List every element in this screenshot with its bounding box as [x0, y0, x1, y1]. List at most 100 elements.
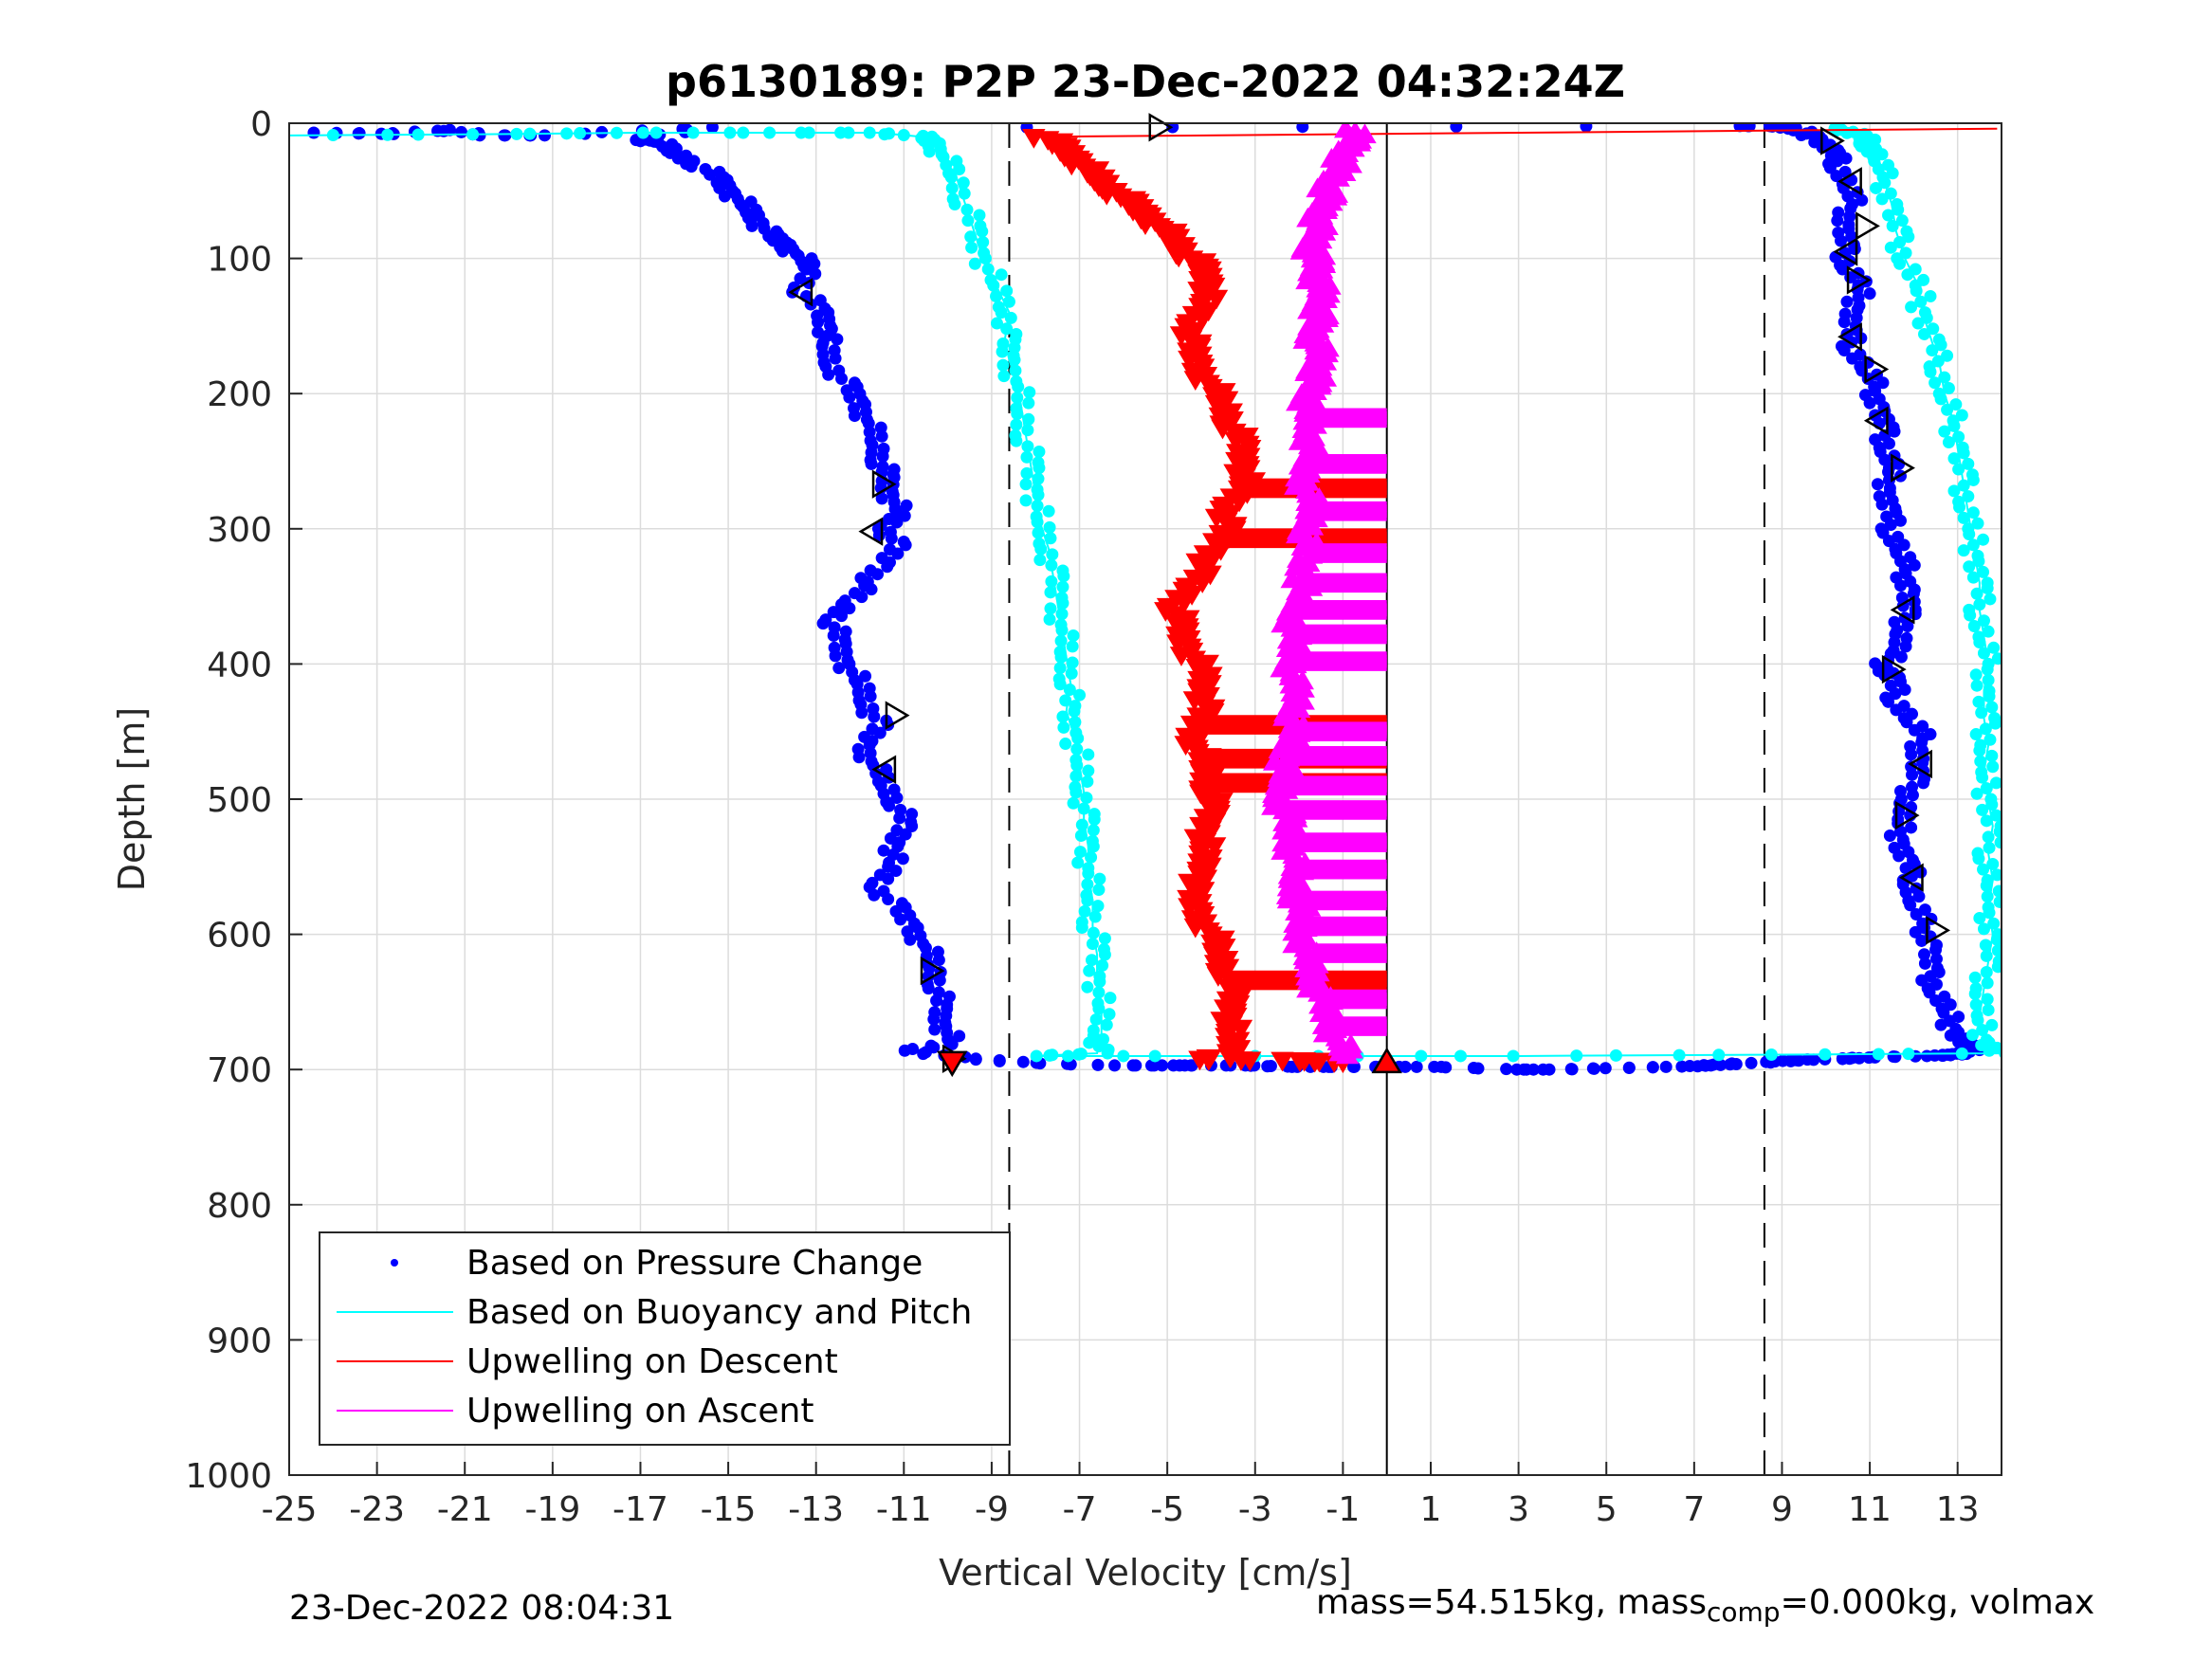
data-point: [1104, 992, 1117, 1005]
x-tick-label: -15: [701, 1490, 757, 1529]
data-point: [945, 181, 959, 194]
hollow-triangle-marker: [788, 278, 814, 307]
data-point: [1789, 1053, 1802, 1066]
data-point: [944, 171, 958, 184]
data-point: [1990, 868, 2002, 882]
data-point: [1564, 1063, 1578, 1076]
data-point: [1067, 629, 1080, 642]
x-tick-label: -25: [262, 1490, 318, 1529]
data-point: [889, 865, 903, 878]
data-point: [1010, 434, 1023, 447]
data-point: [1088, 812, 1101, 826]
data-point: [1066, 640, 1079, 653]
data-point: [1282, 933, 1306, 954]
data-point: [1971, 549, 1984, 562]
data-point: [865, 457, 878, 470]
data-point: [852, 751, 866, 764]
data-point: [843, 391, 856, 404]
data-point: [1891, 198, 1904, 211]
data-point: [1055, 624, 1069, 637]
data-point: [1055, 608, 1069, 621]
data-point: [1897, 700, 1910, 713]
data-point: [898, 1044, 911, 1057]
data-point: [1683, 1059, 1696, 1072]
data-point: [933, 974, 946, 987]
data-point: [1167, 1059, 1180, 1072]
data-point: [1032, 526, 1045, 539]
data-point: [1063, 683, 1076, 696]
x-tick-label: 3: [1508, 1490, 1529, 1529]
highlight-marker: [1371, 1047, 1402, 1074]
mass-prefix: mass=54.515kg, mass: [1316, 1583, 1707, 1622]
data-point: [1009, 364, 1022, 377]
data-point: [957, 176, 970, 190]
data-point: [855, 706, 868, 720]
data-point: [1977, 614, 1990, 628]
data-point: [1043, 1048, 1056, 1062]
data-point: [1020, 450, 1033, 464]
data-point: [1938, 990, 1951, 1003]
data-point: [1086, 954, 1099, 967]
data-point: [816, 617, 830, 630]
x-tick-label: -9: [975, 1490, 1009, 1529]
data-point: [996, 358, 1010, 372]
data-point: [1707, 1058, 1720, 1071]
series-3: [1261, 123, 1387, 1065]
data-point: [855, 591, 868, 604]
data-point: [1917, 948, 1930, 961]
data-point: [560, 127, 574, 140]
data-point: [1941, 349, 1954, 362]
data-point: [1942, 381, 1955, 394]
hollow-triangle-marker: [1856, 211, 1880, 241]
data-point: [1884, 187, 1897, 200]
data-point: [1069, 770, 1083, 783]
data-point: [1918, 903, 1931, 917]
data-point: [1092, 1002, 1106, 1015]
data-point: [1875, 192, 1889, 206]
data-point: [1000, 322, 1014, 336]
footer-mass: mass=54.515kg, masscomp=0.000kg, volmax: [1316, 1583, 2094, 1628]
data-point: [1087, 824, 1100, 837]
data-point: [1882, 158, 1895, 172]
data-point: [1947, 414, 1960, 428]
data-point: [1888, 615, 1901, 629]
data-point: [1020, 466, 1033, 480]
data-point: [1092, 986, 1106, 999]
data-point: [829, 352, 842, 365]
y-tick-label: 800: [207, 1187, 272, 1226]
data-point: [1944, 998, 1957, 1012]
data-point: [1801, 1053, 1814, 1066]
data-point: [1900, 631, 1913, 645]
data-point: [1924, 728, 1937, 741]
data-point: [1987, 641, 2001, 654]
data-point: [1500, 1063, 1513, 1076]
data-point: [1082, 764, 1095, 777]
data-point: [1955, 1047, 1968, 1060]
data-point: [1065, 666, 1078, 680]
data-point: [1981, 890, 1994, 903]
data-point: [953, 162, 966, 175]
data-point: [1966, 571, 1980, 584]
data-point: [1043, 520, 1056, 534]
data-point: [958, 187, 971, 200]
data-point: [1976, 803, 1989, 816]
y-tick-label: 500: [207, 781, 272, 820]
data-point: [1071, 732, 1085, 745]
data-point: [993, 1054, 1006, 1067]
data-point: [904, 933, 917, 946]
data-point: [945, 1037, 959, 1050]
data-point: [352, 127, 365, 140]
data-point: [1069, 786, 1083, 799]
data-point: [1071, 856, 1085, 869]
data-point: [1977, 533, 1990, 546]
legend-label: Upwelling on Ascent: [466, 1392, 814, 1431]
data-point: [881, 560, 894, 574]
data-point: [868, 710, 881, 723]
data-point: [1949, 398, 1963, 411]
data-point: [899, 538, 912, 552]
data-point: [1117, 1049, 1130, 1063]
data-point: [1988, 711, 2002, 724]
y-tick-label: 600: [207, 917, 272, 956]
data-point: [1977, 647, 1990, 660]
data-point: [307, 126, 320, 139]
